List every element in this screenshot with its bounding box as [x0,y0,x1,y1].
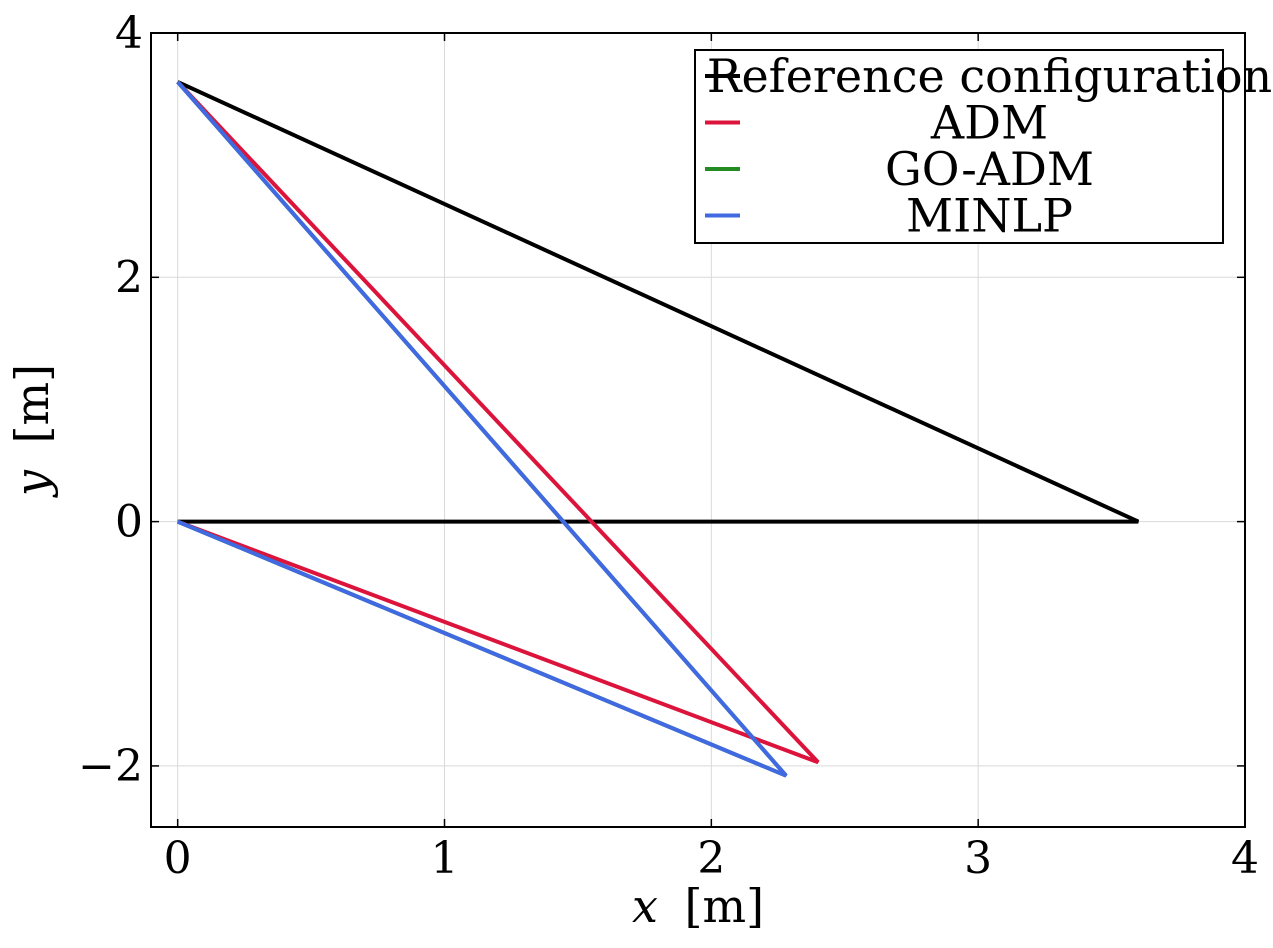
y-tick-label: −2 [78,741,143,792]
x-tick-label: 0 [164,833,192,884]
y-axis-label: y [m] [5,364,59,498]
y-tick-label: 2 [115,252,143,303]
y-axis-unit: [m] [5,364,59,444]
x-tick-label: 2 [697,833,725,884]
legend-box [694,49,1224,244]
y-tick-label: 4 [115,8,143,59]
legend-label-adm: ADM [930,96,1048,150]
series-line-adm [176,80,820,765]
series-line-minlp [176,80,788,778]
x-tick-label: 3 [964,833,992,884]
legend-label-go-adm: GO-ADM [885,142,1094,196]
legend-label-reference-configuration: Reference configuration [707,49,1272,103]
y-axis-symbol: y [5,469,59,498]
legend-label-minlp: MINLP [906,189,1073,243]
plot-lines [176,80,1140,778]
y-tick-label: 0 [115,497,143,548]
x-tick-label: 4 [1231,833,1259,884]
x-axis-symbol: x [632,879,658,933]
x-axis-label: x [m] [632,879,764,933]
x-tick-label: 1 [431,833,459,884]
plot-frame [150,32,1246,828]
x-axis-unit: [m] [685,879,765,933]
axis-ticks: 0 1 2 3 4 −2 0 2 4 [78,8,1259,884]
series-line-reference-configuration [176,80,1140,524]
